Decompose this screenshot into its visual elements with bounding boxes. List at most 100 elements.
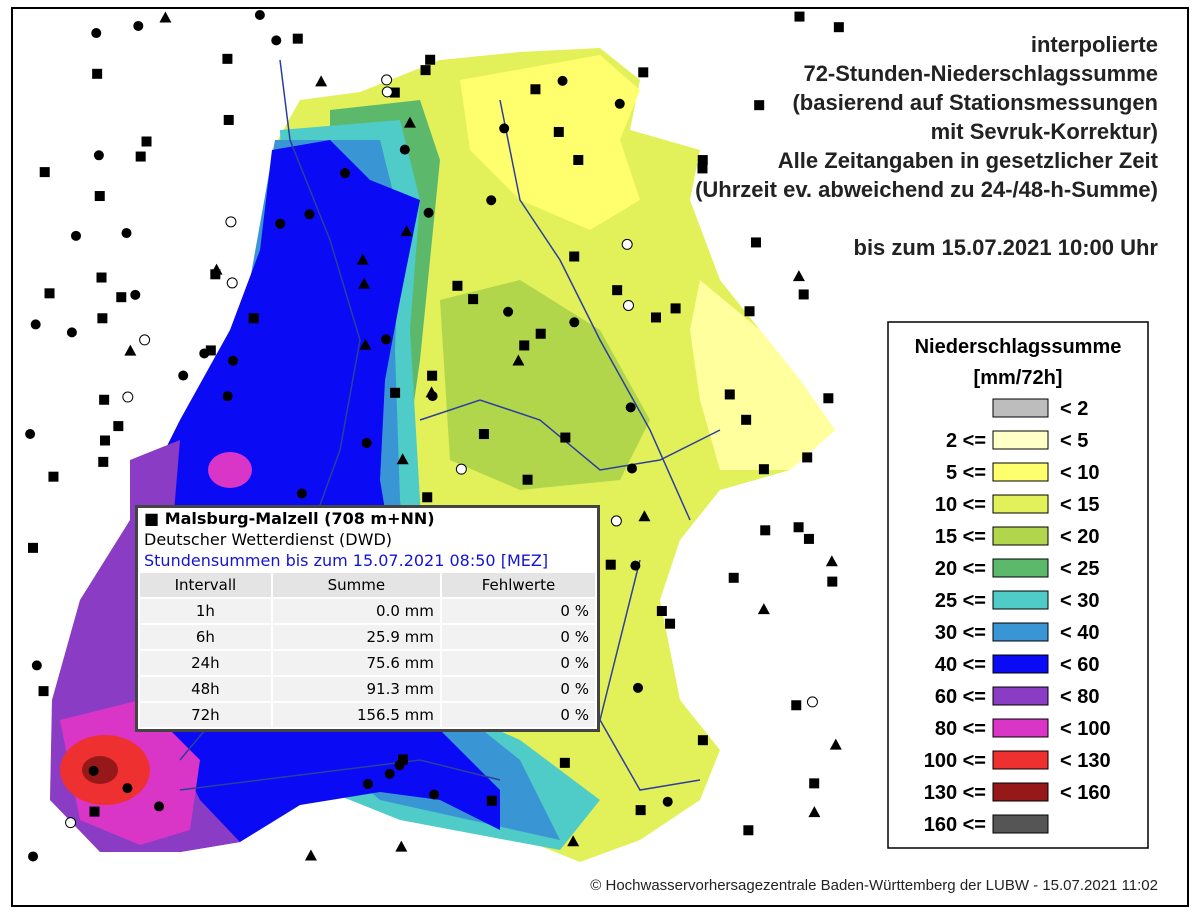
station-triangle (792, 270, 805, 282)
station-open (622, 299, 634, 311)
station-popup: ■ Malsburg-Malzell (708 m+NN) Deutscher … (135, 505, 600, 732)
station-dot (662, 796, 673, 807)
station-square (420, 65, 431, 76)
station-square (141, 136, 152, 147)
legend-swatch (992, 526, 1049, 546)
station-dot (304, 209, 315, 220)
station-square (223, 114, 234, 125)
station-square (535, 328, 546, 339)
station-dot (130, 289, 141, 300)
legend-upper: < 40 (1060, 622, 1099, 644)
station-square (397, 754, 408, 765)
legend-lower: 25 <= (935, 590, 986, 612)
station-triangle (159, 11, 172, 23)
station-square (135, 151, 146, 162)
station-triangle (395, 840, 408, 852)
station-open (122, 391, 134, 403)
station-dot (381, 334, 392, 345)
table-cell: 156.5 mm (272, 703, 440, 727)
station-dot (70, 230, 81, 241)
station-open (806, 696, 818, 708)
station-square (27, 542, 38, 553)
legend-upper: < 130 (1060, 750, 1111, 772)
header-row: Intervall Summe Fehlwerte (140, 573, 595, 597)
station-square (656, 606, 667, 617)
station-square (760, 525, 771, 536)
station-triangle (315, 75, 328, 87)
station-dot (222, 391, 233, 402)
footer: © Hochwasservorhersagezentrale Baden-Wür… (590, 877, 1158, 894)
station-triangle (358, 277, 371, 289)
station-square (44, 288, 55, 299)
legend-swatch (992, 782, 1049, 802)
station-square (553, 126, 564, 137)
legend-upper: < 30 (1060, 590, 1099, 612)
station: Malsburg-Malzell (708 m+NN) (164, 509, 435, 528)
station-dot (31, 660, 42, 671)
station-triangle (757, 603, 770, 615)
station-dot (340, 168, 351, 179)
station-open (226, 277, 238, 289)
station-open (139, 334, 151, 346)
legend-lower: 160 <= (924, 814, 986, 836)
station-open (225, 216, 237, 228)
station-square (210, 269, 221, 280)
table-cell: 72h (140, 703, 271, 727)
legend: Niederschlagssumme [mm/72h] < 2 2 <= < 5 5 … (887, 321, 1149, 849)
station-dot (630, 560, 641, 571)
station-dot (28, 851, 39, 862)
station-square (803, 533, 814, 544)
table-cell: 0 % (441, 599, 595, 623)
station-square (222, 53, 233, 64)
station-dot (614, 98, 625, 109)
table-cell: 6h (140, 625, 271, 649)
station-square (98, 456, 109, 467)
legend-swatch (992, 750, 1049, 770)
station-square (635, 805, 646, 816)
station-dot (625, 402, 636, 413)
station-dot (296, 488, 307, 499)
station-dot (271, 35, 282, 46)
station-triangle (359, 338, 372, 350)
station-dot (154, 801, 165, 812)
legend-lower: 10 <= (935, 494, 986, 516)
station-square (758, 464, 769, 475)
station-square (452, 280, 463, 291)
station-square (522, 474, 533, 485)
legend-upper: < 15 (1060, 494, 1099, 516)
station-square (802, 452, 813, 463)
station-square (638, 67, 649, 78)
table-cell: 1h (140, 599, 271, 623)
station-square (650, 312, 661, 323)
station-square (97, 313, 108, 324)
station-triangle (304, 849, 317, 861)
legend-swatch (992, 686, 1049, 706)
rivers (179, 59, 721, 791)
legend-lower: 30 <= (935, 622, 986, 644)
station-dot (362, 778, 373, 789)
station-square (205, 345, 216, 356)
station-dot (429, 789, 440, 800)
title-line: 72-Stunden-Niederschlagssumme (803, 61, 1158, 86)
station-dot (66, 327, 77, 338)
legend-swatch (992, 398, 1049, 418)
table-row: 72h 156.5 mm 0 % (140, 703, 595, 727)
station-square (612, 285, 623, 296)
legend-lower: 80 <= (935, 718, 986, 740)
legend-lower: 2 <= (946, 430, 986, 452)
table-cell: 0.0 mm (272, 599, 440, 623)
station-dot (427, 391, 438, 402)
station-markers (25, 10, 844, 862)
legend-lower: 40 <= (935, 654, 986, 676)
table-cell: 0 % (441, 703, 595, 727)
station-square (754, 100, 765, 111)
station-dot (399, 144, 410, 155)
station-triangle (512, 354, 525, 366)
legend-upper: < 60 (1060, 654, 1099, 676)
legend-swatch (992, 430, 1049, 450)
title-line: (basierend auf Stationsmessungen (792, 90, 1158, 115)
legend-swatch (992, 654, 1049, 674)
title-line: Alle Zeitangaben in gesetzlicher Zeit (778, 148, 1159, 173)
title-line: interpolierte (1031, 32, 1158, 57)
